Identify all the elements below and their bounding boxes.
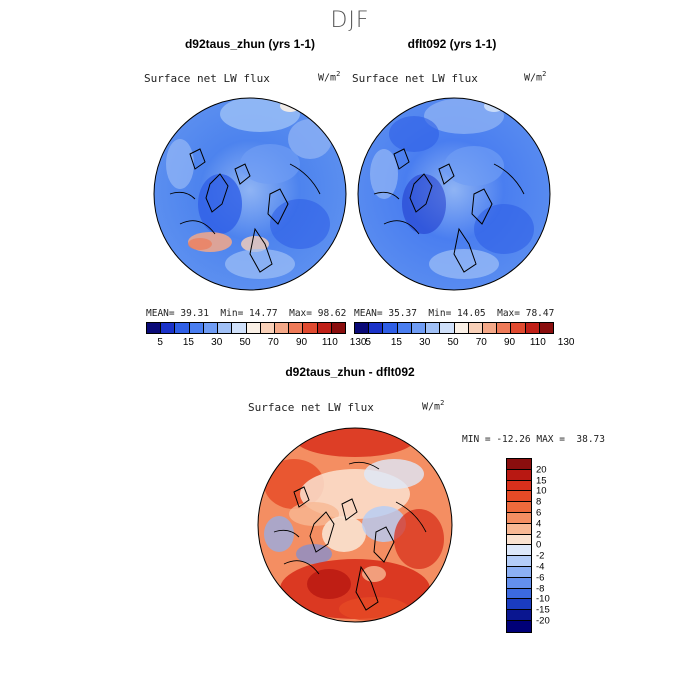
colorbar-swatch <box>203 323 219 333</box>
colorbar-swatch <box>218 323 233 333</box>
colorbar-swatch <box>507 610 531 621</box>
colorbar-swatch <box>525 323 540 333</box>
colorbar-swatch <box>507 588 531 600</box>
colorbar-tick-label: 5 <box>365 337 371 348</box>
colorbar-swatch <box>147 323 162 333</box>
colorbar-tick-label: 90 <box>504 337 516 348</box>
colorbar-tick-label: 50 <box>239 337 251 348</box>
panel-1-colorbar <box>146 322 346 334</box>
colorbar-swatch <box>507 502 531 513</box>
colorbar-tick-label: 15 <box>536 475 547 487</box>
colorbar-tick-label: 20 <box>536 464 547 476</box>
colorbar-tick-label: 50 <box>447 337 459 348</box>
panel-2-colorbar-labels: 5 15 30 50 70 90 110 130 <box>354 337 574 349</box>
colorbar-swatch <box>482 323 498 333</box>
colorbar-swatch <box>161 323 176 333</box>
colorbar-swatch <box>246 323 261 333</box>
colorbar-tick-label: 90 <box>296 337 308 348</box>
panel-1-polar-map <box>153 97 347 291</box>
colorbar-swatch <box>317 323 332 333</box>
colorbar-tick-label: 70 <box>267 337 279 348</box>
colorbar-tick-label: 130 <box>349 337 367 348</box>
colorbar-swatch <box>331 323 346 333</box>
colorbar-tick-label: 10 <box>536 485 547 497</box>
colorbar-swatch <box>175 323 190 333</box>
colorbar-swatch <box>232 323 247 333</box>
colorbar-swatch <box>507 534 531 546</box>
panel-2-polar-map <box>357 97 551 291</box>
colorbar-tick-label: 15 <box>390 337 402 348</box>
panel-1-variable: Surface net LW flux <box>144 72 270 85</box>
colorbar-tick-label: 6 <box>536 507 542 519</box>
colorbar-swatch <box>497 323 512 333</box>
colorbar-tick-label: 5 <box>157 337 163 348</box>
colorbar-tick-label: 30 <box>419 337 431 348</box>
colorbar-swatch <box>383 323 398 333</box>
colorbar-swatch <box>426 323 441 333</box>
panel-2-title: dflt092 (yrs 1-1) <box>407 37 497 51</box>
colorbar-tick-label: 8 <box>536 496 542 508</box>
diff-colorbar <box>506 458 532 633</box>
colorbar-swatch <box>507 491 531 503</box>
panel-1-stats: MEAN= 39.31 Min= 14.77 Max= 98.62 <box>146 308 347 319</box>
panel-2-stats: MEAN= 35.37 Min= 14.05 Max= 78.47 <box>354 308 555 319</box>
colorbar-swatch <box>539 323 554 333</box>
colorbar-swatch <box>511 323 526 333</box>
colorbar-swatch <box>507 545 531 557</box>
colorbar-swatch <box>507 469 531 481</box>
colorbar-swatch <box>355 323 370 333</box>
colorbar-swatch <box>274 323 290 333</box>
colorbar-tick-label: 130 <box>557 337 575 348</box>
panel-1-units: W/m2 <box>318 70 341 84</box>
colorbar-tick-label: -4 <box>536 561 545 573</box>
colorbar-tick-label: -20 <box>536 615 550 627</box>
panel-1-colorbar-labels: 5 15 30 50 70 90 110 130 <box>146 337 366 349</box>
colorbar-tick-label: 2 <box>536 529 542 541</box>
colorbar-tick-label: 30 <box>211 337 223 348</box>
colorbar-swatch <box>454 323 469 333</box>
colorbar-tick-label: -6 <box>536 572 545 584</box>
colorbar-swatch <box>369 323 384 333</box>
colorbar-tick-label: -8 <box>536 583 545 595</box>
colorbar-swatch <box>507 620 531 632</box>
colorbar-swatch <box>440 323 455 333</box>
colorbar-tick-label: 110 <box>321 337 338 348</box>
diff-panel-stats: MIN = -12.26 MAX = 38.73 <box>462 434 605 445</box>
colorbar-swatch <box>189 323 204 333</box>
diff-colorbar-labels: 20 15 10 8 6 4 2 0 -2 -4 -6 -8 -10 -15 -20 <box>536 458 576 632</box>
colorbar-swatch <box>507 566 531 578</box>
colorbar-swatch <box>507 523 531 535</box>
panel-2-colorbar <box>354 322 554 334</box>
colorbar-tick-label: 110 <box>529 337 546 348</box>
diff-panel-variable: Surface net LW flux <box>248 401 374 414</box>
colorbar-swatch <box>507 512 531 524</box>
colorbar-tick-label: 70 <box>475 337 487 348</box>
colorbar-tick-label: -10 <box>536 593 550 605</box>
colorbar-tick-label: -15 <box>536 604 550 616</box>
panel-1-title: d92taus_zhun (yrs 1-1) <box>184 37 316 51</box>
colorbar-tick-label: 15 <box>182 337 194 348</box>
season-title: DJF <box>330 8 370 33</box>
colorbar-swatch <box>507 459 531 470</box>
colorbar-swatch <box>303 323 318 333</box>
colorbar-swatch <box>507 556 531 567</box>
colorbar-swatch <box>411 323 427 333</box>
panel-2-units: W/m2 <box>524 70 547 84</box>
colorbar-swatch <box>507 480 531 492</box>
colorbar-tick-label: 4 <box>536 518 542 530</box>
diff-panel-units: W/m2 <box>422 399 445 413</box>
colorbar-swatch <box>397 323 412 333</box>
colorbar-swatch <box>507 577 531 589</box>
colorbar-swatch <box>260 323 275 333</box>
colorbar-swatch <box>507 599 531 611</box>
diff-panel-title: d92taus_zhun - dflt092 <box>285 365 415 379</box>
colorbar-swatch <box>468 323 483 333</box>
panel-2-variable: Surface net LW flux <box>352 72 478 85</box>
diff-panel-polar-map <box>257 427 453 623</box>
colorbar-swatch <box>289 323 304 333</box>
colorbar-tick-label: 0 <box>536 539 542 551</box>
colorbar-tick-label: -2 <box>536 550 545 562</box>
